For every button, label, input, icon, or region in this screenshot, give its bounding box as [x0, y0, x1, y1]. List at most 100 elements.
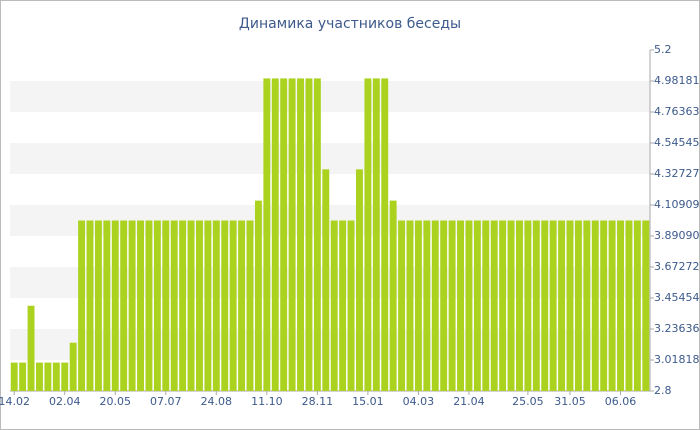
bar: [440, 220, 448, 391]
bar: [162, 220, 170, 391]
x-tick-label: 15.01: [352, 395, 384, 408]
bar: [52, 362, 60, 391]
grid-band: [10, 81, 650, 113]
bar: [372, 78, 380, 392]
y-tick-label: 4.98181: [654, 74, 700, 87]
bar: [633, 220, 641, 391]
y-tick-label: 4.10909: [654, 198, 700, 211]
bar: [389, 200, 397, 391]
bar: [145, 220, 153, 391]
bar: [558, 220, 566, 391]
bar: [170, 220, 178, 391]
bar: [187, 220, 195, 391]
bar: [414, 220, 422, 391]
bar: [457, 220, 464, 391]
bar: [574, 220, 582, 391]
bar: [263, 78, 271, 392]
bar: [448, 220, 456, 391]
bar: [608, 220, 616, 391]
y-tick-label: 5.2: [654, 43, 672, 56]
y-tick-label: 3.89090: [654, 229, 700, 242]
y-tick-label: 3.23636: [654, 322, 700, 335]
bar: [229, 220, 237, 391]
bar: [44, 362, 52, 391]
x-tick-label: 20.05: [100, 395, 132, 408]
x-tick-label: 06.06: [605, 395, 637, 408]
x-tick-label: 31.05: [554, 395, 586, 408]
bar: [381, 78, 389, 392]
bar: [566, 220, 574, 391]
bar: [347, 220, 355, 391]
bar: [86, 220, 94, 391]
bar: [356, 169, 363, 391]
x-tick-label: 28.11: [302, 395, 334, 408]
x-tick-label: 14.02: [0, 395, 30, 408]
bar: [179, 220, 187, 391]
x-tick-label: 02.04: [49, 395, 81, 408]
bar: [642, 220, 650, 391]
x-tick-label: 07.07: [150, 395, 182, 408]
bar: [271, 78, 279, 392]
bar: [254, 200, 262, 391]
bar: [591, 220, 599, 391]
bar: [583, 220, 591, 391]
bar: [288, 78, 296, 392]
bar: [280, 78, 288, 392]
bar: [297, 78, 304, 392]
bar: [313, 78, 321, 392]
bar: [204, 220, 212, 391]
y-tick-label: 4.76363: [654, 105, 700, 118]
x-tick-label: 04.03: [403, 395, 435, 408]
bar: [221, 220, 229, 391]
bar: [196, 220, 203, 391]
bar: [406, 220, 414, 391]
x-tick-label: 25.05: [512, 395, 544, 408]
bar: [507, 220, 515, 391]
bar: [339, 220, 347, 391]
x-tick-label: 21.04: [453, 395, 485, 408]
grid-band: [10, 143, 650, 174]
bar: [246, 220, 254, 391]
bar: [431, 220, 439, 391]
bar: [617, 220, 624, 391]
chart-title: Динамика участников беседы: [239, 16, 461, 32]
bar: [499, 220, 507, 391]
y-tick-label: 3.01818: [654, 353, 700, 366]
y-tick-label: 2.8: [654, 384, 672, 397]
bar: [465, 220, 473, 391]
bar: [27, 305, 35, 391]
bar: [490, 220, 498, 391]
bar: [111, 220, 119, 391]
bar: [516, 220, 523, 391]
bar: [541, 220, 549, 391]
bar: [600, 220, 608, 391]
y-tick-label: 3.67272: [654, 260, 700, 273]
bar: [305, 78, 313, 392]
bar: [153, 220, 161, 391]
bar: [69, 342, 77, 391]
bar: [212, 220, 220, 391]
x-tick-label: 24.08: [201, 395, 233, 408]
bar: [364, 78, 372, 392]
x-tick-label: 11.10: [251, 395, 283, 408]
bar: [120, 220, 128, 391]
y-tick-label: 4.32727: [654, 167, 700, 180]
bar: [625, 220, 633, 391]
y-tick-label: 3.45454: [654, 291, 700, 304]
bar: [19, 362, 27, 391]
bar: [78, 220, 86, 391]
bar: [322, 169, 330, 391]
bar: [532, 220, 540, 391]
bar: [482, 220, 490, 391]
bar: [549, 220, 557, 391]
bar: [524, 220, 532, 391]
bar: [473, 220, 481, 391]
bar: [398, 220, 406, 391]
bar: [330, 220, 338, 391]
bar: [61, 362, 69, 391]
bar: [238, 220, 246, 391]
bar: [137, 220, 144, 391]
bar: [128, 220, 136, 391]
bar: [36, 362, 43, 391]
